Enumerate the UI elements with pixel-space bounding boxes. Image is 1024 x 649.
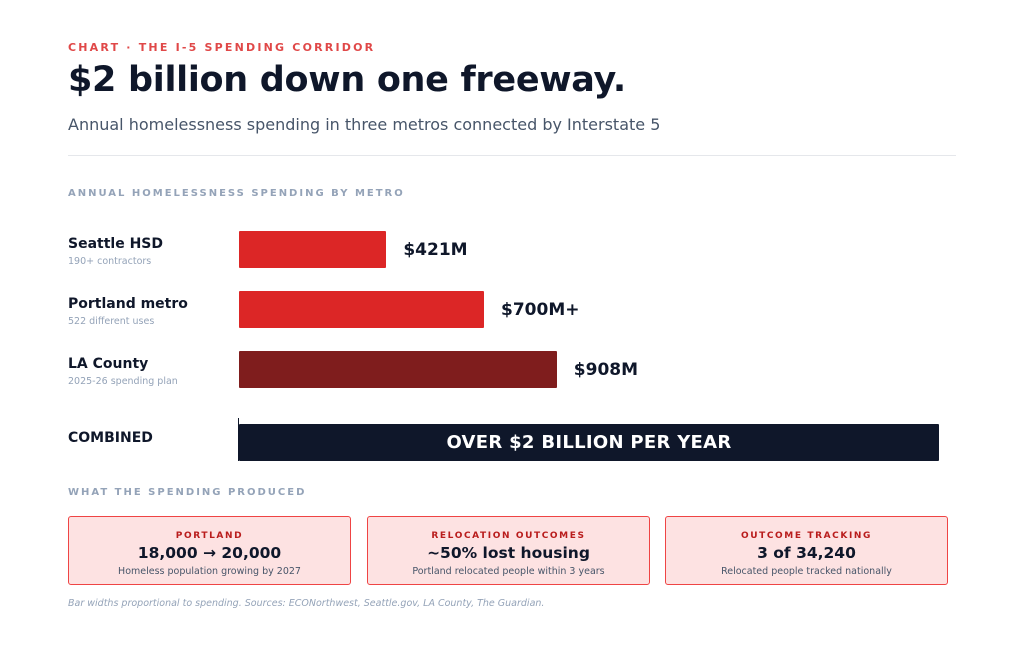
stat-card-label: OUTCOME TRACKING <box>740 531 873 541</box>
section-label-spending: ANNUAL HOMELESSNESS SPENDING BY METRO <box>68 188 405 199</box>
bar-value-label: $421M <box>403 240 468 260</box>
stat-card-label: RELOCATION OUTCOMES <box>431 531 586 541</box>
footnote: Bar widths proportional to spending. Sou… <box>68 598 545 609</box>
bar-value-label: $700M+ <box>501 300 580 320</box>
bar-la-county <box>239 351 557 388</box>
bar-value-label: $908M <box>573 360 639 380</box>
row-label-la-county: LA County 2025-26 spending plan <box>68 356 178 387</box>
row-label-seattle: Seattle HSD 190+ contractors <box>68 236 163 267</box>
stat-card-relocation: RELOCATION OUTCOMES ~50% lost housing Po… <box>367 516 650 585</box>
stat-card-value: 3 of 34,240 <box>757 544 856 562</box>
bar-portland <box>239 291 484 328</box>
combined-bar-text: OVER $2 BILLION PER YEAR <box>446 432 732 453</box>
section-label-produced: WHAT THE SPENDING PRODUCED <box>68 487 307 498</box>
category-sublabel: 190+ contractors <box>68 256 152 267</box>
bar-seattle <box>239 231 387 268</box>
stat-card-tracking: OUTCOME TRACKING 3 of 34,240 Relocated p… <box>665 516 948 585</box>
stat-card-description: Homeless population growing by 2027 <box>118 566 301 577</box>
combined-label: COMBINED <box>68 430 153 446</box>
stat-card-description: Relocated people tracked nationally <box>721 566 892 577</box>
row-label-portland: Portland metro 522 different uses <box>68 296 188 327</box>
combined-axis-line <box>238 418 239 461</box>
stat-card-value: 18,000 → 20,000 <box>137 544 282 562</box>
category-label: Portland metro <box>68 296 188 312</box>
stat-card-value: ~50% lost housing <box>427 544 590 562</box>
stat-card-label: PORTLAND <box>175 531 244 541</box>
divider <box>68 155 956 156</box>
eyebrow: CHART · THE I-5 SPENDING CORRIDOR <box>68 41 376 54</box>
category-label: Seattle HSD <box>68 236 163 252</box>
category-sublabel: 2025-26 spending plan <box>68 376 178 387</box>
stat-card-description: Portland relocated people within 3 years <box>412 566 605 577</box>
page-title: $2 billion down one freeway. <box>68 60 626 100</box>
category-sublabel: 522 different uses <box>68 316 155 327</box>
category-label: LA County <box>68 356 149 372</box>
stat-card-portland: PORTLAND 18,000 → 20,000 Homeless popula… <box>68 516 351 585</box>
combined-bar: OVER $2 BILLION PER YEAR <box>239 424 939 461</box>
subtitle: Annual homelessness spending in three me… <box>68 115 661 134</box>
